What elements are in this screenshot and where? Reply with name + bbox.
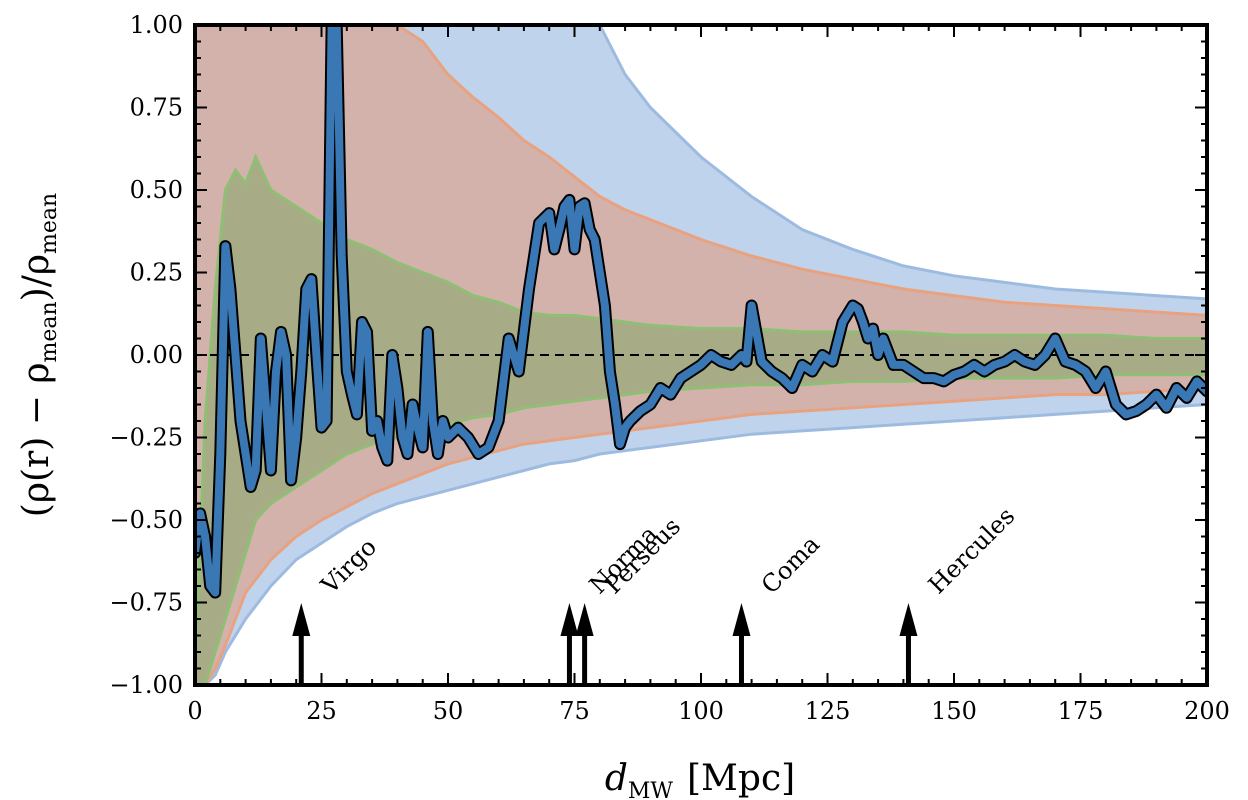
band-2 xyxy=(195,153,1207,685)
y-tick-label: 1.00 xyxy=(130,11,183,39)
y-tick-label: −0.25 xyxy=(109,424,183,452)
annotation-label-hercules: Hercules xyxy=(923,502,1020,599)
x-axis-label-subscript: MW xyxy=(628,779,674,800)
arrow-head-virgo xyxy=(292,603,311,636)
arrow-head-hercules xyxy=(899,603,918,636)
y-tick-label: 0.25 xyxy=(130,259,183,287)
arrow-head-perseus xyxy=(575,603,594,636)
annotation-label-virgo: Virgo xyxy=(315,533,382,600)
x-tick-label: 75 xyxy=(559,697,590,725)
x-axis-label-unit: [Mpc] xyxy=(687,758,795,799)
x-axis-label: dMW [Mpc] xyxy=(605,758,795,800)
y-tick-label: −0.50 xyxy=(109,506,183,534)
x-tick-label: 100 xyxy=(678,697,724,725)
series-line-0 xyxy=(195,25,1207,597)
confidence-bands xyxy=(195,25,1207,685)
y-axis-label-part-3: )/ρ xyxy=(16,254,57,301)
x-tick-label: 150 xyxy=(931,697,977,725)
density-series xyxy=(195,25,1207,599)
x-tick-label: 50 xyxy=(433,697,464,725)
annotation-label-coma: Coma xyxy=(756,530,825,599)
y-tick-label: −0.75 xyxy=(109,589,183,617)
x-axis-label-symbol: d xyxy=(605,758,628,799)
y-axis-label: (ρ(r) − ρmean)/ρmean xyxy=(16,193,62,517)
y-axis-label-part-4: mean xyxy=(37,193,62,254)
x-tick-label: 200 xyxy=(1184,697,1230,725)
y-tick-label: 0.00 xyxy=(130,341,183,369)
y-tick-label: 0.50 xyxy=(130,176,183,204)
x-tick-label: 175 xyxy=(1058,697,1104,725)
y-tick-label: 0.75 xyxy=(130,94,183,122)
x-tick-label: 0 xyxy=(187,697,202,725)
y-axis-label-part-2: mean xyxy=(37,301,62,362)
arrow-head-coma xyxy=(732,603,751,636)
x-tick-label: 125 xyxy=(805,697,851,725)
y-axis-label-part-1: (ρ(r) − ρ xyxy=(16,362,57,517)
x-tick-label: 25 xyxy=(306,697,337,725)
axis-ticks: 0 25 50 75 100 125 150 175 200 −1.00 −0.75 −0.50 −0.… xyxy=(109,11,1229,725)
arrow-head-norma xyxy=(560,603,579,636)
y-tick-label: −1.00 xyxy=(109,671,183,699)
